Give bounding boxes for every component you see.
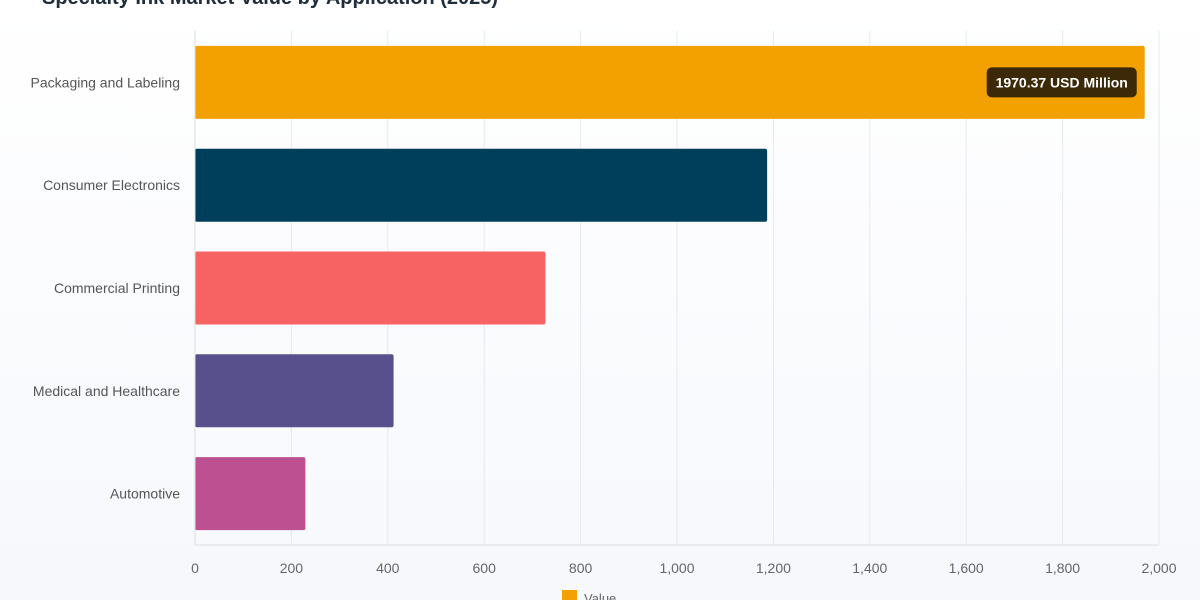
x-tick-label: 0: [191, 560, 199, 576]
x-axis-ticks: 0 200 400 600 800 1,000 1,200 1,400 1,600 1,800 2,…: [191, 560, 1177, 576]
category-labels: Packaging and Labeling Consumer Electroni…: [31, 74, 181, 501]
category-label: Consumer Electronics: [43, 177, 180, 193]
x-tick-label: 1,800: [1045, 560, 1080, 576]
bar-medical-and-healthcare[interactable]: [195, 354, 394, 428]
x-tick-label: 400: [376, 560, 400, 576]
legend-swatch: [562, 590, 577, 600]
x-tick-label: 2,000: [1141, 560, 1176, 576]
chart-title: Specialty Ink Market Value by Applicatio…: [42, 0, 498, 10]
x-tick-label: 200: [280, 560, 304, 576]
category-label: Automotive: [110, 486, 180, 502]
x-tick-label: 800: [569, 560, 593, 576]
x-tick-label: 600: [473, 560, 497, 576]
legend-label: Value: [584, 591, 616, 600]
category-label: Medical and Healthcare: [33, 383, 180, 399]
x-tick-label: 1,600: [949, 560, 984, 576]
axis-lines: [194, 31, 1159, 546]
tooltip-text: 1970.37 USD Million: [996, 74, 1128, 90]
bar-consumer-electronics[interactable]: [195, 148, 768, 222]
x-tick-label: 1,000: [659, 560, 694, 576]
category-label: Commercial Printing: [54, 280, 180, 296]
value-tooltip: 1970.37 USD Million: [986, 67, 1137, 98]
tooltip-box: [986, 67, 1137, 98]
bar-packaging-and-labeling[interactable]: [195, 45, 1145, 119]
bars: [195, 45, 1145, 531]
x-tick-label: 1,200: [756, 560, 791, 576]
legend[interactable]: Value: [562, 590, 616, 600]
category-label: Packaging and Labeling: [31, 74, 180, 90]
bar-automotive[interactable]: [195, 457, 306, 531]
x-tick-label: 1,400: [852, 560, 887, 576]
bar-commercial-printing[interactable]: [195, 251, 546, 325]
